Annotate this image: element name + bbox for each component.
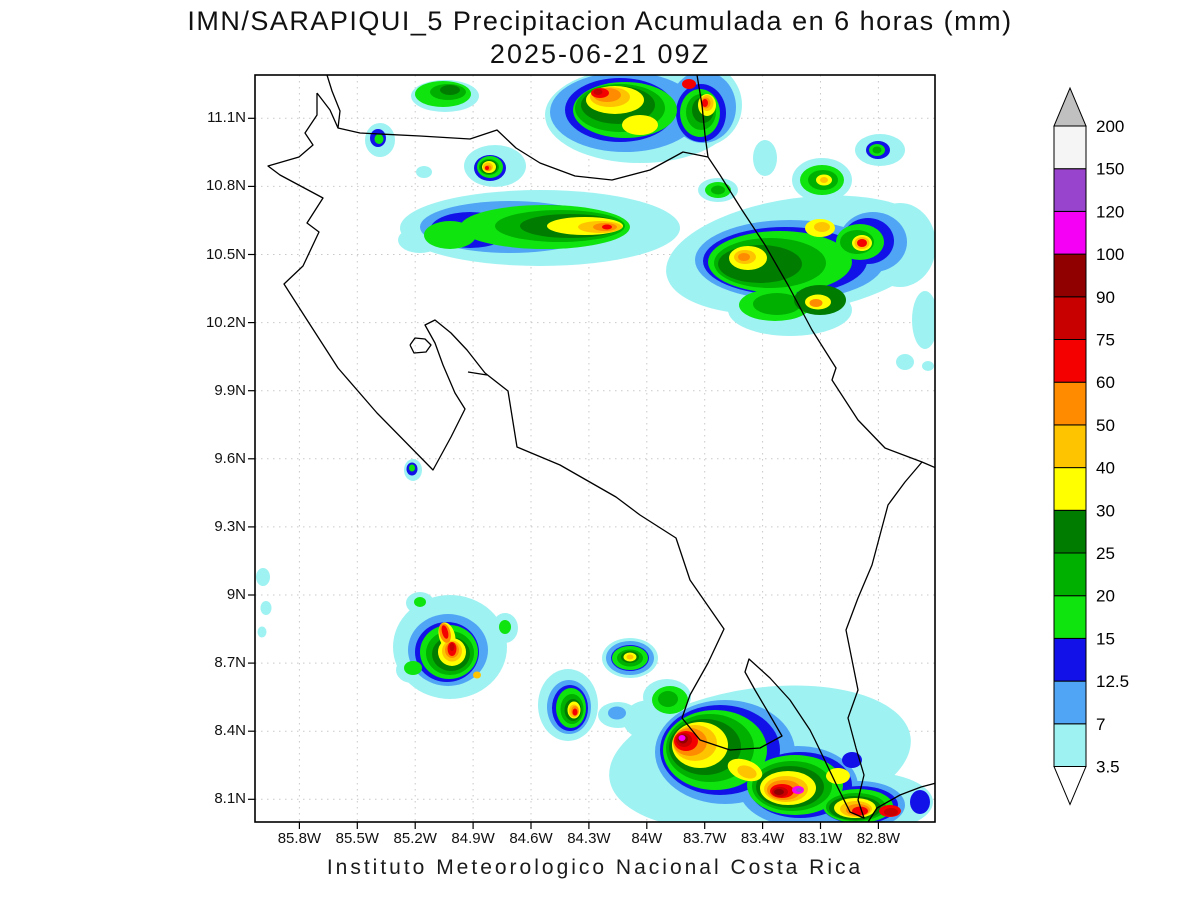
colorbar-tick-label: 20	[1096, 587, 1115, 606]
colorbar-tick-label: 3.5	[1096, 758, 1120, 777]
colorbar-tick-label: 60	[1096, 373, 1115, 392]
x-axis-tick-label: 83.4W	[740, 830, 785, 847]
x-axis-labels: 85.8W 85.5W 85.2W 84.9W 84.6W 84.3W 84W 83.7W 83…	[255, 830, 935, 850]
colorbar-over-triangle	[1053, 86, 1087, 127]
precipitation-map	[248, 74, 936, 829]
x-axis-tick-label: 83.1W	[798, 830, 843, 847]
colorbar-segment	[1053, 509, 1087, 554]
footer-institution: Instituto Meteorologico Nacional Costa R…	[326, 856, 864, 879]
y-axis-tick-label: 9.6N	[214, 449, 246, 467]
colorbar-tick-label: 90	[1096, 288, 1115, 307]
y-axis-tick-label: 8.7N	[214, 654, 246, 672]
x-axis-tick-label: 85.8W	[277, 830, 322, 847]
coastline	[267, 75, 935, 822]
map-content	[255, 75, 935, 822]
y-axis-labels: 11.1N 10.8N 10.5N 10.2N 9.9N 9.6N 9.3N 9N 8.7N 8.…	[168, 75, 246, 822]
colorbar-segment	[1053, 467, 1087, 511]
colorbar-tick-label: 120	[1096, 202, 1124, 221]
colorbar-tick-label: 25	[1096, 544, 1115, 563]
colorbar-segment	[1053, 296, 1087, 341]
chart-subtitle-datetime: 2025-06-21 09Z	[489, 39, 711, 69]
x-axis-tick-label: 82.8W	[856, 830, 901, 847]
y-axis-tick-label: 9.9N	[214, 381, 246, 399]
colorbar-tick-label: 7	[1096, 715, 1105, 734]
colorbar-tick-label: 200	[1096, 117, 1124, 136]
y-axis-tick-label: 10.2N	[205, 313, 246, 331]
y-axis-tick-label: 11.1N	[207, 109, 246, 127]
chart-title-block: IMN/SARAPIQUI_5 Precipitacion Acumulada …	[0, 6, 1200, 70]
x-axis-tick-label: 84.9W	[451, 830, 495, 847]
colorbar-segment	[1053, 637, 1087, 682]
colorbar-tick-label: 15	[1096, 629, 1115, 648]
colorbar-tick-label: 12.5	[1096, 672, 1129, 691]
y-axis-tick-label: 8.1N	[214, 790, 246, 808]
colorbar-segment	[1053, 680, 1087, 725]
colorbar-segment	[1053, 168, 1087, 212]
x-axis-tick-label: 84.3W	[567, 830, 611, 847]
colorbar-tick-label: 75	[1096, 331, 1115, 350]
colorbar-tick-label: 30	[1096, 501, 1115, 520]
chart-title: IMN/SARAPIQUI_5 Precipitacion Acumulada …	[187, 6, 1013, 36]
x-axis-tick-label: 83.7W	[683, 830, 727, 847]
colorbar-segment	[1053, 723, 1087, 767]
precip-field	[256, 75, 935, 822]
map-area	[248, 74, 936, 829]
axis-ticks	[248, 117, 880, 829]
colorbar-tick-label: 50	[1096, 416, 1115, 435]
map-frame	[254, 74, 936, 823]
x-axis-tick-label: 85.2W	[393, 830, 437, 847]
y-axis-tick-label: 9.3N	[214, 517, 246, 535]
x-axis-tick-label: 84.6W	[509, 830, 553, 847]
y-axis-tick-label: 10.8N	[205, 177, 246, 195]
colorbar-segment	[1053, 125, 1087, 170]
y-axis-tick-label: 9N	[226, 586, 246, 603]
y-axis-tick-label: 8.4N	[214, 722, 246, 740]
colorbar-tick-label: 40	[1096, 459, 1115, 478]
colorbar-segment	[1053, 381, 1087, 426]
graticule-grid	[255, 75, 935, 822]
colorbar-tick-label: 150	[1096, 160, 1124, 179]
colorbar-tick-label: 100	[1096, 245, 1124, 264]
x-axis-tick-label: 84W	[631, 830, 663, 847]
colorbar-segment	[1053, 552, 1087, 597]
colorbar-segment	[1053, 595, 1087, 639]
colorbar-segment	[1053, 339, 1087, 383]
colorbar: 3.5 7 12.5 15 20 25 30 40 50 60 75 90 100 120 150 200	[1053, 86, 1129, 806]
colorbar-area: 3.5 7 12.5 15 20 25 30 40 50 60 75 90 100 120 150 200	[1050, 86, 1198, 856]
colorbar-segment	[1053, 210, 1087, 255]
y-axis-tick-label: 10.5N	[205, 245, 246, 263]
x-axis-tick-label: 85.5W	[335, 830, 379, 847]
colorbar-segment	[1053, 424, 1087, 469]
colorbar-segment	[1053, 253, 1087, 298]
colorbar-under-triangle	[1053, 766, 1087, 806]
